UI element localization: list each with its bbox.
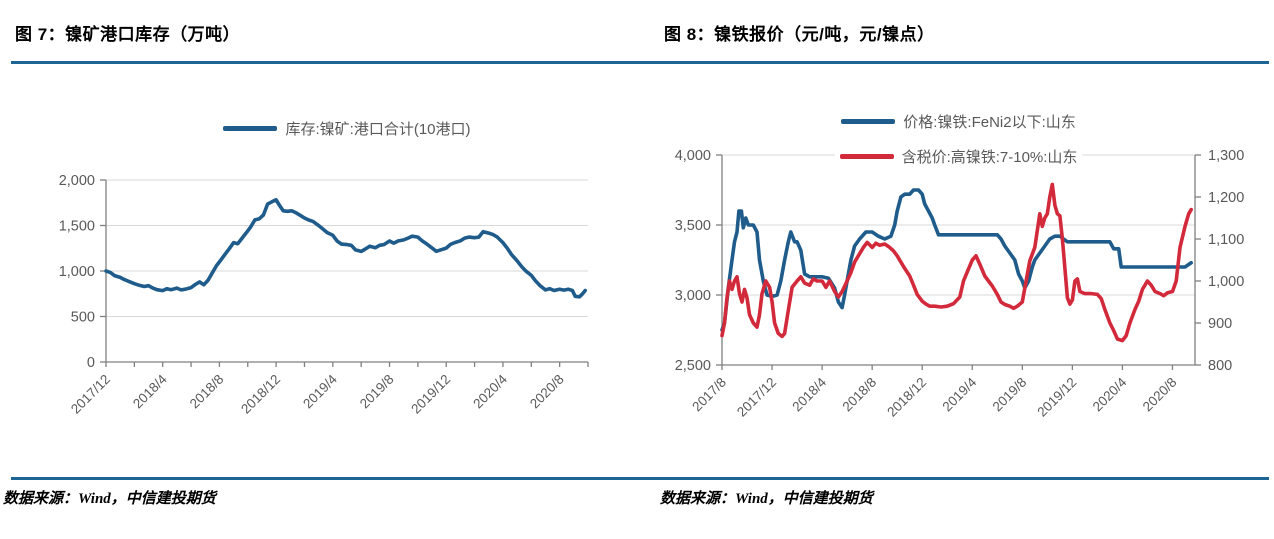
taxprice-series-marker — [839, 154, 894, 159]
y-tick-label-left: 0 — [87, 355, 95, 371]
y-tick-label-right: 800 — [1208, 358, 1232, 374]
x-tick-label: 2020/8 — [1140, 375, 1180, 415]
x-tick-label: 2018/8 — [839, 375, 879, 415]
x-tick-label: 2019/8 — [357, 372, 397, 412]
x-tick-label: 2018/4 — [789, 374, 829, 414]
figure8-title: 图 8：镍铁报价（元/吨，元/镍点） — [664, 25, 935, 44]
x-tick-label: 2019/12 — [1034, 375, 1079, 420]
price-series-marker — [841, 119, 896, 124]
figure8-legend-taxprice: 含税价:高镍铁:7-10%:山东 — [722, 145, 1195, 168]
price-series-label: 价格:镍铁:FeNi2以下:山东 — [903, 114, 1076, 131]
figure8-legend-price: 价格:镍铁:FeNi2以下:山东 — [722, 110, 1195, 133]
x-tick-label: 2019/4 — [940, 374, 980, 414]
y-tick-label-left: 2,500 — [675, 358, 711, 374]
figure7-data-source: 数据来源：Wind，中信建投期货 — [3, 491, 216, 507]
x-tick-label: 2018/8 — [187, 372, 227, 412]
figure8-data-source: 数据来源：Wind，中信建投期货 — [660, 491, 873, 507]
y-tick-label-right: 1,100 — [1208, 232, 1244, 248]
x-tick-label: 2018/4 — [130, 371, 170, 411]
y-tick-label-right: 1,200 — [1208, 190, 1244, 206]
x-tick-label: 2017/8 — [689, 375, 729, 415]
y-tick-label-left: 3,000 — [675, 288, 711, 304]
feni-price-line-chart: 2,500 3,000 3,500 4,000 800 900 1,000 1,100 1,20… — [675, 148, 1245, 420]
x-tick-label: 2017/12 — [734, 375, 779, 420]
y-tick-label-left: 2,000 — [59, 173, 95, 189]
top-divider-line — [11, 61, 1269, 64]
x-tick-label: 2018/12 — [884, 375, 929, 420]
bottom-divider-line — [11, 477, 1269, 480]
figure8-chart-panel: 2,500 3,000 3,500 4,000 800 900 1,000 1,100 1,20… — [640, 100, 1274, 445]
series-line-0 — [720, 188, 1194, 332]
x-tick-label: 2019/8 — [990, 375, 1030, 415]
x-tick-label: 2020/4 — [470, 371, 510, 411]
series-line-0 — [104, 198, 588, 299]
x-tick-label: 2020/4 — [1090, 374, 1130, 414]
inventory-series-marker — [223, 126, 278, 131]
x-tick-label: 2019/4 — [300, 371, 340, 411]
inventory-series-label: 库存:镍矿:港口合计(10港口) — [285, 121, 471, 138]
figure7-chart-panel: 0 500 1,000 1,500 2,000 2017/12 2018/4 2018/8 20… — [0, 100, 620, 445]
y-tick-label-left: 3,500 — [675, 218, 711, 234]
y-tick-label-left: 500 — [71, 310, 95, 326]
y-tick-label-right: 1,000 — [1208, 274, 1244, 290]
y-tick-label-right: 900 — [1208, 316, 1232, 332]
x-tick-label: 2017/12 — [68, 372, 113, 417]
x-tick-label: 2018/12 — [238, 372, 283, 417]
x-tick-label: 2019/12 — [408, 372, 453, 417]
taxprice-series-label: 含税价:高镍铁:7-10%:山东 — [901, 149, 1078, 166]
y-tick-label-right: 1,300 — [1208, 148, 1244, 164]
y-tick-label-left: 1,000 — [59, 264, 95, 280]
figure7-title: 图 7：镍矿港口库存（万吨） — [15, 25, 241, 44]
y-tick-label-left: 1,500 — [59, 219, 95, 235]
x-tick-label: 2020/8 — [527, 372, 567, 412]
series-line-1 — [720, 182, 1194, 343]
inventory-line-chart: 0 500 1,000 1,500 2,000 2017/12 2018/4 2018/8 20… — [59, 173, 589, 417]
figure7-legend: 库存:镍矿:港口合计(10港口) — [106, 117, 588, 140]
y-tick-label-left: 4,000 — [675, 148, 711, 164]
